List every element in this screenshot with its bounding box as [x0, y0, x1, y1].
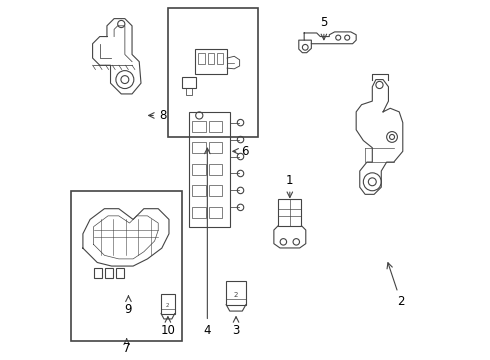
Text: 9: 9 [124, 296, 132, 316]
Bar [195, 49, 227, 74]
Bar [278, 199, 301, 226]
Bar [71, 191, 182, 341]
Bar [94, 268, 101, 278]
Bar [209, 121, 222, 132]
Text: 10: 10 [160, 317, 175, 337]
Bar [186, 88, 192, 95]
Bar [209, 142, 222, 153]
Bar [226, 281, 246, 305]
Bar [116, 268, 124, 278]
Bar [209, 164, 222, 175]
Text: 2: 2 [234, 292, 238, 298]
Text: 3: 3 [232, 317, 240, 337]
Text: 2: 2 [387, 263, 405, 309]
Bar [192, 185, 206, 196]
Bar [217, 53, 223, 64]
Bar [168, 8, 258, 137]
Bar [192, 142, 206, 153]
Text: 6: 6 [233, 145, 249, 158]
Text: 1: 1 [286, 174, 294, 198]
Text: 7: 7 [123, 339, 130, 355]
Bar [192, 207, 206, 218]
Bar [208, 53, 214, 64]
Bar [181, 77, 196, 88]
Text: 4: 4 [204, 148, 211, 337]
Text: 5: 5 [320, 16, 328, 40]
Bar [209, 207, 222, 218]
Text: 8: 8 [148, 109, 166, 122]
Bar [192, 164, 206, 175]
Bar [209, 185, 222, 196]
Bar [189, 112, 230, 226]
Text: 2: 2 [166, 303, 170, 308]
Bar [161, 294, 175, 314]
Bar [105, 268, 113, 278]
Bar [192, 121, 206, 132]
Bar [198, 53, 205, 64]
